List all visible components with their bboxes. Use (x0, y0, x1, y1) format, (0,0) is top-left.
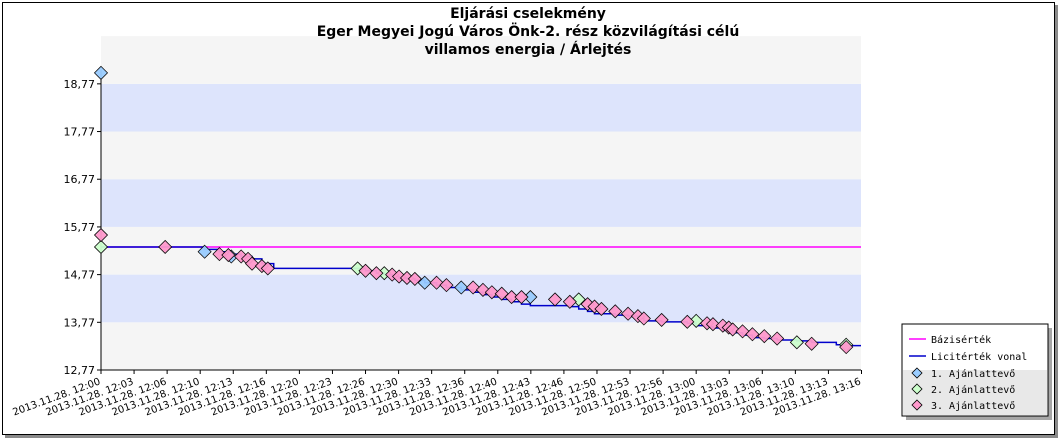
marker-2-ajanlattevo (789, 335, 804, 350)
marker-3-ajanlattevo (221, 247, 236, 263)
chart-title: Eljárási cselekmény Eger Megyei Jogú Vár… (317, 6, 740, 58)
y-tick-label: 15,77 (64, 221, 96, 234)
marker-3-ajanlattevo (770, 331, 785, 346)
plot-band (101, 226, 861, 275)
legend-ajanlattevo-1-marker (911, 367, 923, 379)
marker-3-ajanlattevo (429, 275, 444, 290)
plot-band (101, 131, 861, 180)
marker-3-ajanlattevo (514, 289, 529, 305)
legend: Bázisérték Licitérték vonal 1. Ajánlatte… (901, 323, 1052, 420)
marker-3-ajanlattevo (594, 301, 609, 317)
marker-3-ajanlattevo (620, 306, 636, 321)
plot-band (101, 274, 861, 323)
marker-3-ajanlattevo (680, 314, 695, 329)
marker-3-ajanlattevo (439, 278, 454, 293)
marker-3-ajanlattevo (407, 271, 422, 286)
marker-3-ajanlattevo (839, 340, 854, 355)
marker-3-ajanlattevo (358, 263, 373, 278)
marker-2-ajanlattevo (93, 239, 109, 255)
marker-3-ajanlattevo (562, 294, 577, 309)
plot-band (101, 179, 861, 227)
marker-3-ajanlattevo (158, 239, 173, 255)
marker-3-ajanlattevo (804, 336, 819, 351)
legend-ajanlattevo-2-marker (911, 383, 923, 395)
marker-1-ajanlattevo (417, 275, 432, 290)
marker-3-ajanlattevo (244, 256, 260, 271)
marker-3-ajanlattevo (654, 312, 669, 327)
marker-3-ajanlattevo (475, 282, 491, 297)
marker-3-ajanlattevo (392, 269, 407, 284)
y-tick-label: 16,77 (64, 173, 96, 186)
legend-ajanlattevo-3-marker (911, 399, 923, 411)
y-axis-ticks: 12,77 13,77 14,77 15,77 16,77 17,77 18,77 (64, 78, 101, 377)
marker-2-ajanlattevo (689, 313, 704, 328)
marker-3-ajanlattevo (608, 304, 623, 319)
legend-ajanlattevo-1-label: 1. Ajánlattevő (931, 368, 1015, 380)
chart-title-line-1: Eljárási cselekmény (450, 6, 606, 22)
marker-3-ajanlattevo (212, 247, 227, 262)
legend-bazisertek-label: Bázisérték (931, 334, 991, 346)
axes (100, 70, 861, 371)
plot-bands (101, 36, 861, 370)
y-tick-label: 12,77 (64, 364, 96, 377)
marker-3-ajanlattevo (484, 285, 499, 300)
marker-1-ajanlattevo (454, 280, 469, 295)
marker-3-ajanlattevo (636, 311, 651, 326)
y-tick-label: 18,77 (64, 78, 96, 91)
legend-ajanlattevo-2-label: 2. Ajánlattevő (931, 384, 1015, 396)
chart-title-line-2: Eger Megyei Jogú Város Önk-2. rész közvi… (317, 22, 740, 40)
marker-1-ajanlattevo (93, 65, 109, 80)
plot-band (101, 36, 861, 84)
marker-3-ajanlattevo (757, 329, 772, 344)
marker-3-ajanlattevo (466, 280, 481, 295)
y-tick-label: 14,77 (64, 269, 96, 282)
marker-3-ajanlattevo (725, 322, 740, 337)
y-tick-label: 13,77 (64, 316, 96, 329)
chart-title-line-3: villamos energia / Árlejtés (425, 41, 632, 58)
series-markers (93, 65, 854, 355)
marker-3-ajanlattevo (260, 261, 275, 276)
marker-3-ajanlattevo (93, 227, 109, 243)
marker-3-ajanlattevo (547, 292, 563, 307)
plot-band (101, 83, 861, 132)
marker-1-ajanlattevo (197, 244, 212, 259)
legend-ajanlattevo-3-label: 3. Ajánlattevő (931, 400, 1015, 412)
legend-licit-label: Licitérték vonal (931, 351, 1027, 363)
legend-marker-area (903, 370, 1047, 415)
marker-3-ajanlattevo (369, 266, 384, 281)
marker-3-ajanlattevo (705, 317, 721, 332)
y-tick-label: 17,77 (64, 126, 96, 139)
marker-3-ajanlattevo (745, 327, 760, 342)
marker-3-ajanlattevo (504, 289, 519, 305)
